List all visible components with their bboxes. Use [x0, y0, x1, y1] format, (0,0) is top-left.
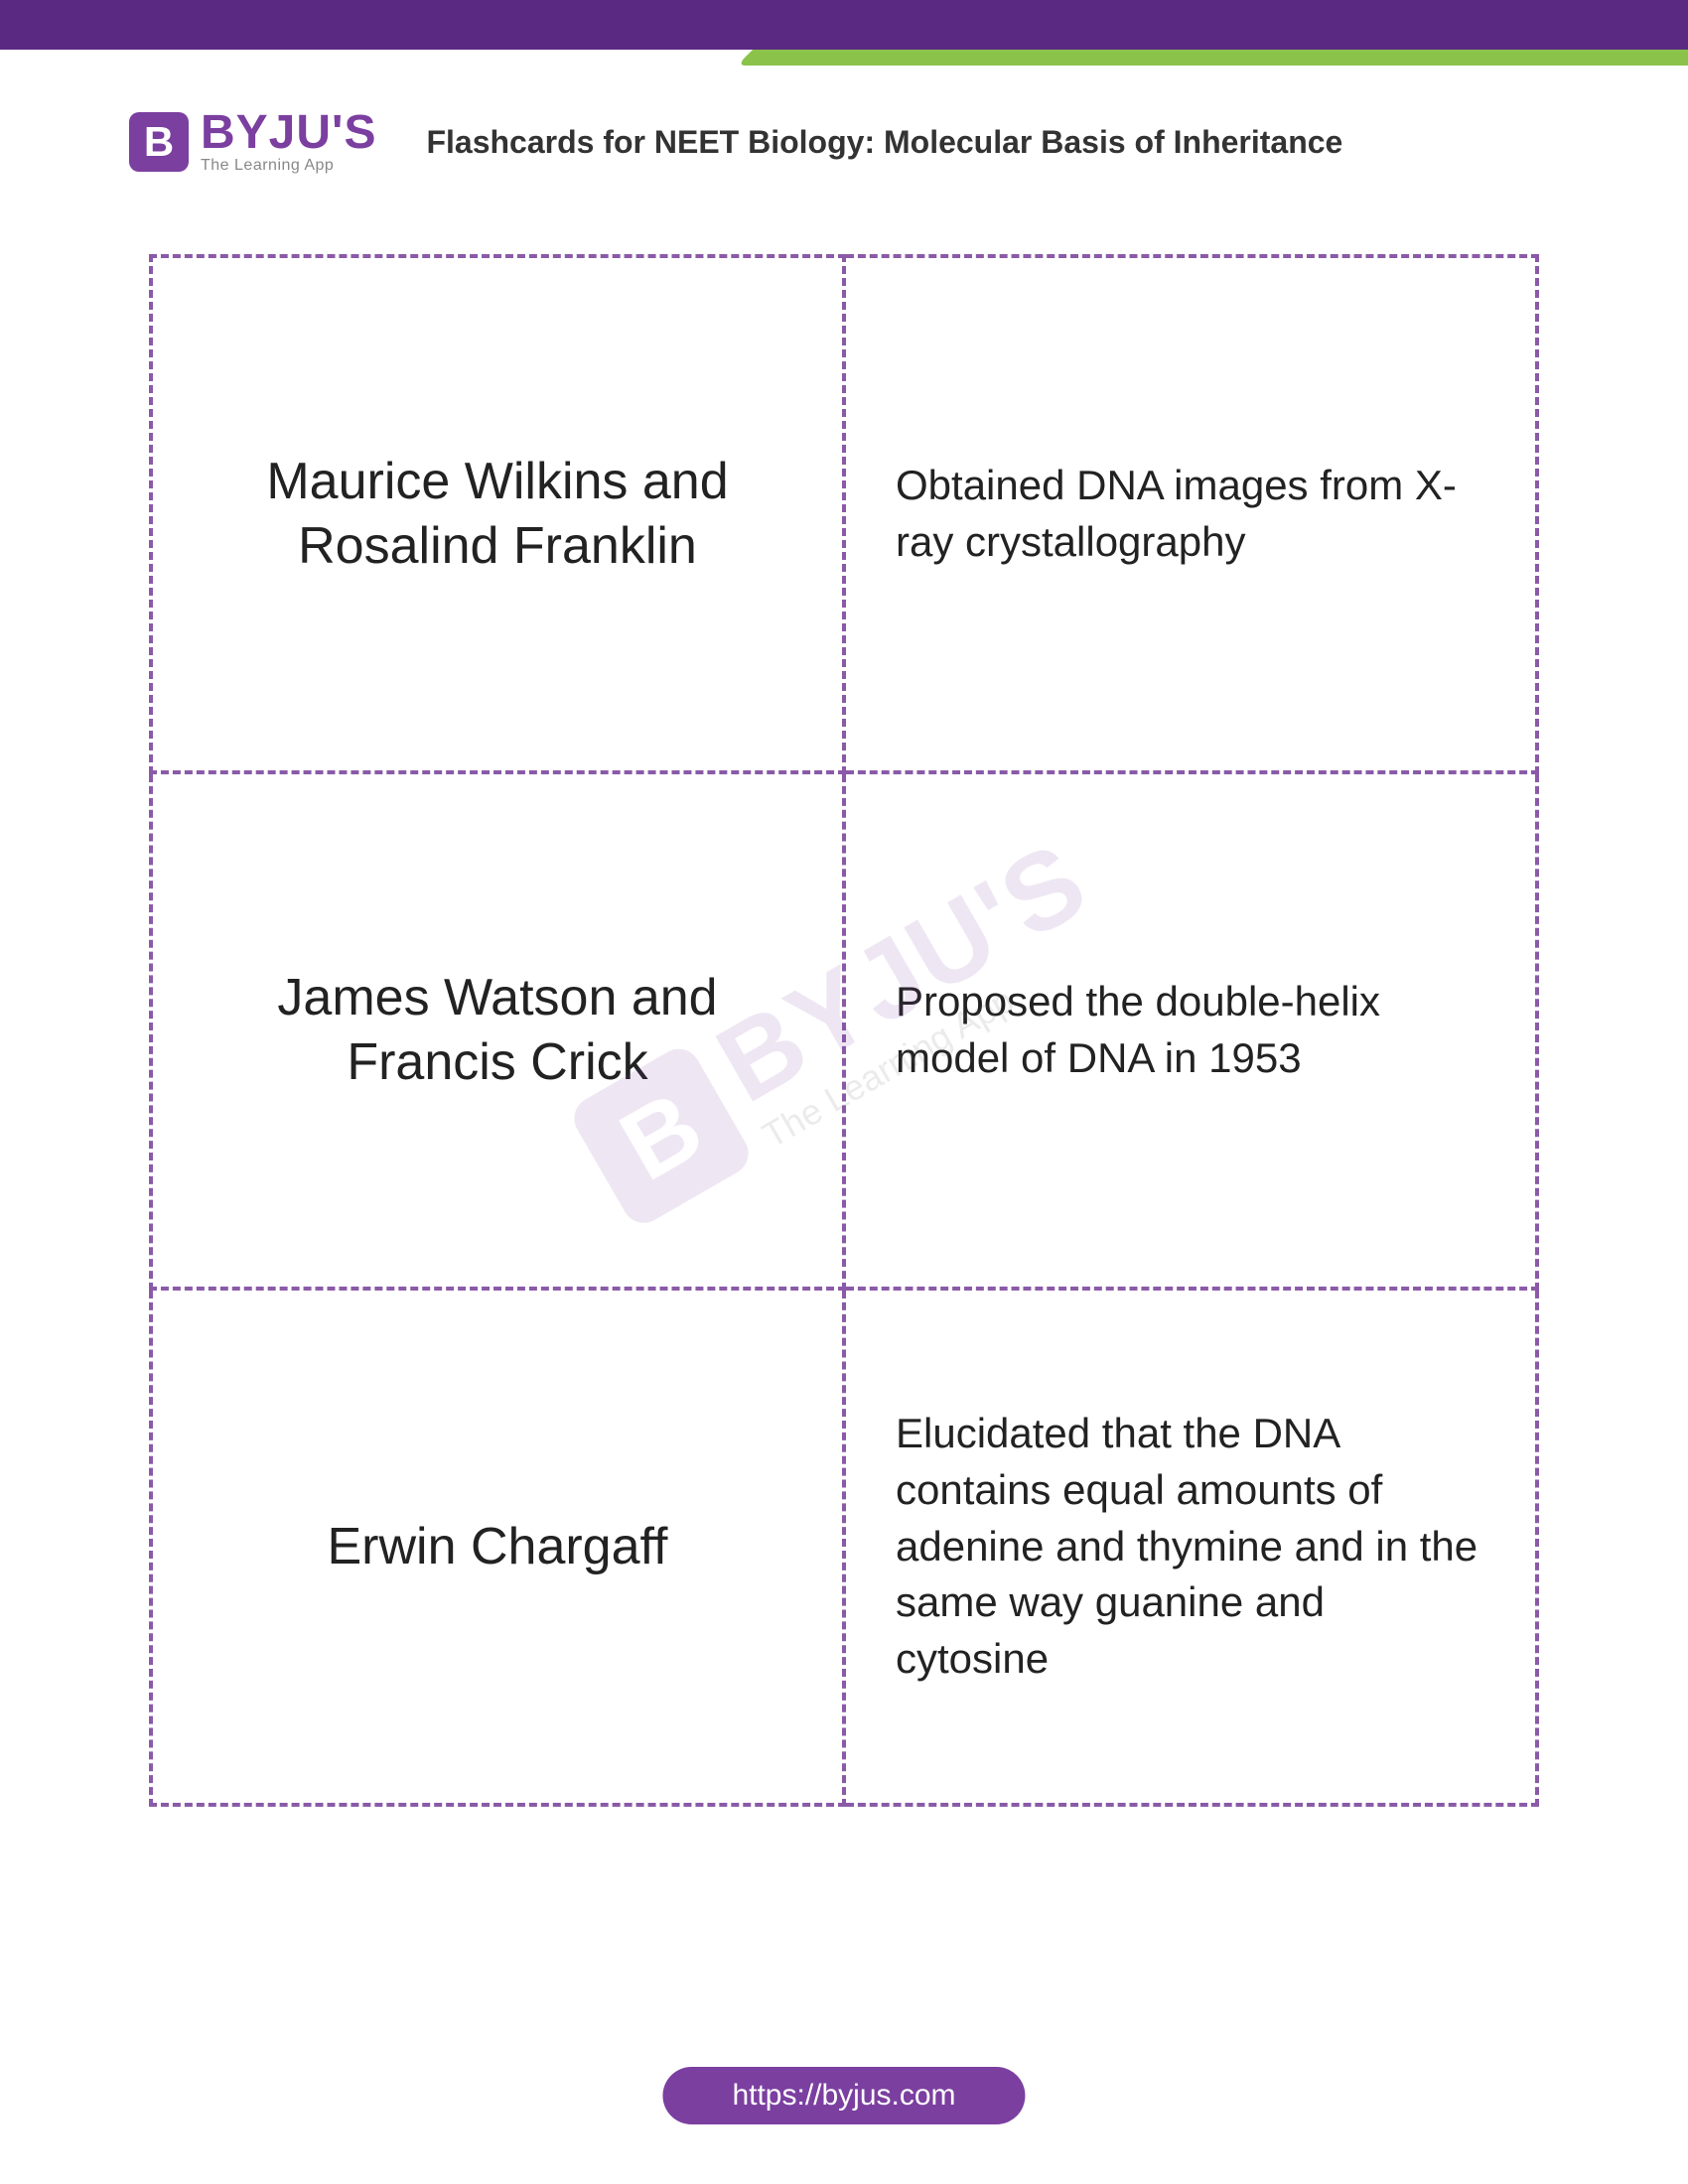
header: B BYJU'S The Learning App Flashcards for… — [0, 50, 1688, 214]
flashcard-definition: Proposed the double-helix model of DNA i… — [844, 772, 1537, 1289]
logo: B BYJU'S The Learning App — [129, 109, 376, 175]
table-row: Maurice Wilkins and Rosalind Franklin Ob… — [151, 256, 1537, 772]
flashcard-term: Maurice Wilkins and Rosalind Franklin — [151, 256, 844, 772]
flashcard-table-container: B BYJU'S The Learning App Maurice Wilkin… — [149, 254, 1539, 1807]
green-accent-bar — [737, 50, 1688, 66]
flashcard-definition: Elucidated that the DNA contains equal a… — [844, 1289, 1537, 1805]
flashcard-table: Maurice Wilkins and Rosalind Franklin Ob… — [149, 254, 1539, 1807]
footer-url-pill[interactable]: https://byjus.com — [662, 2067, 1025, 2124]
logo-tagline: The Learning App — [201, 157, 376, 175]
top-purple-bar — [0, 0, 1688, 50]
logo-text: BYJU'S The Learning App — [201, 109, 376, 175]
table-row: Erwin Chargaff Elucidated that the DNA c… — [151, 1289, 1537, 1805]
page-title: Flashcards for NEET Biology: Molecular B… — [426, 124, 1559, 161]
flashcard-term: James Watson and Francis Crick — [151, 772, 844, 1289]
flashcard-term: Erwin Chargaff — [151, 1289, 844, 1805]
table-row: James Watson and Francis Crick Proposed … — [151, 772, 1537, 1289]
logo-brand: BYJU'S — [201, 109, 376, 157]
flashcard-definition: Obtained DNA images from X-ray crystallo… — [844, 256, 1537, 772]
logo-icon: B — [129, 112, 189, 172]
